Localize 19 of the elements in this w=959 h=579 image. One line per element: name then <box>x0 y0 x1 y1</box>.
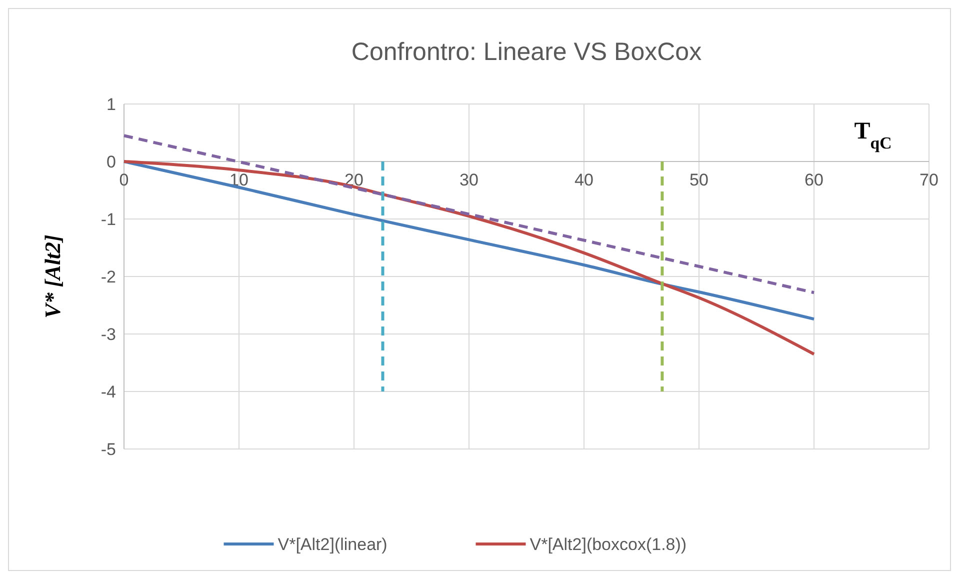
y-tick-label: -4 <box>100 382 116 402</box>
y-tick-label: -1 <box>100 210 116 229</box>
y-axis-title: V* [Alt2] <box>40 234 65 318</box>
legend-label: V*[Alt2](boxcox(1.8)) <box>530 534 687 554</box>
x-tick-label: 40 <box>574 170 594 190</box>
x-tick-label: 60 <box>804 170 824 190</box>
y-tick-label: -5 <box>100 440 116 459</box>
legend-label: V*[Alt2](linear) <box>278 534 388 554</box>
x-tick-label: 30 <box>460 170 478 190</box>
x-tick-label: 50 <box>690 170 708 190</box>
x-tick-label: 70 <box>920 170 938 190</box>
y-tick-label: -3 <box>100 324 116 344</box>
chart-title: Confrontro: Lineare VS BoxCox <box>351 38 702 66</box>
x-tick-label: 0 <box>119 170 129 190</box>
y-tick-label: 1 <box>106 94 116 114</box>
y-tick-label: -2 <box>100 267 116 286</box>
y-tick-label: 0 <box>106 152 116 172</box>
x-axis-title: T$_{qC}$ <box>854 118 892 152</box>
x-tick-label: 10 <box>230 170 248 190</box>
